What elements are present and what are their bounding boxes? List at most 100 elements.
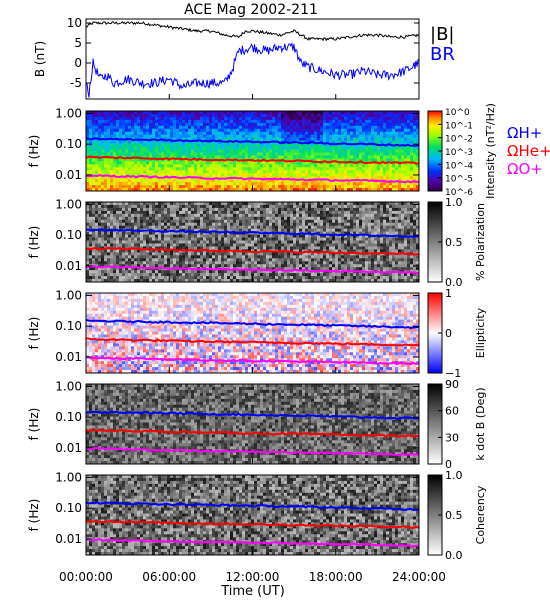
heatmap-cell bbox=[290, 255, 294, 259]
heatmap-cell bbox=[110, 164, 114, 168]
heatmap-cell bbox=[287, 225, 291, 229]
heatmap-cell bbox=[266, 264, 270, 268]
heatmap-cell bbox=[230, 243, 234, 247]
heatmap-cell bbox=[107, 125, 111, 130]
heatmap-cell bbox=[137, 149, 141, 153]
heatmap-cell bbox=[203, 258, 207, 262]
heatmap-cell bbox=[245, 152, 249, 156]
heatmap-cell bbox=[236, 128, 240, 133]
heatmap-cell bbox=[344, 173, 348, 177]
heatmap-cell bbox=[146, 273, 150, 277]
heatmap-cell bbox=[275, 182, 279, 186]
heatmap-cell bbox=[242, 146, 246, 150]
heatmap-cell bbox=[296, 176, 300, 180]
heatmap-cell bbox=[416, 122, 420, 127]
heatmap-cell bbox=[275, 122, 279, 127]
heatmap-cell bbox=[299, 243, 303, 247]
heatmap-cell bbox=[158, 261, 162, 265]
heatmap-cell bbox=[308, 167, 312, 171]
heatmap-cell bbox=[185, 122, 189, 127]
heatmap-cell bbox=[89, 170, 93, 174]
heatmap-cell bbox=[251, 261, 255, 265]
heatmap-cell bbox=[104, 161, 108, 165]
heatmap-cell bbox=[242, 137, 246, 141]
heatmap-cell bbox=[278, 170, 282, 174]
heatmap-cell bbox=[254, 213, 258, 218]
heatmap-cell bbox=[188, 219, 192, 224]
heatmap-cell bbox=[146, 219, 150, 224]
heatmap-cell bbox=[161, 225, 165, 229]
heatmap-cell bbox=[272, 267, 276, 271]
heatmap-cell bbox=[260, 252, 264, 256]
heatmap-cell bbox=[116, 188, 120, 192]
heatmap-cell bbox=[311, 167, 315, 171]
heatmap-cell bbox=[197, 122, 201, 127]
heatmap-cell bbox=[128, 128, 132, 133]
heatmap-cell bbox=[260, 137, 264, 141]
heatmap-cell bbox=[110, 134, 114, 138]
heatmap-cell bbox=[119, 128, 123, 133]
heatmap-cell bbox=[149, 222, 153, 226]
heatmap-cell bbox=[398, 146, 402, 150]
heatmap-cell bbox=[140, 134, 144, 138]
heatmap-cell bbox=[125, 122, 129, 127]
heatmap-cell bbox=[383, 125, 387, 130]
heatmap-cell bbox=[257, 149, 261, 153]
heatmap-cell bbox=[98, 152, 102, 156]
heatmap-cell bbox=[242, 273, 246, 277]
heatmap-cell bbox=[191, 222, 195, 226]
heatmap-cell bbox=[86, 152, 90, 156]
heatmap-cell bbox=[350, 149, 354, 153]
heatmap-cell bbox=[230, 128, 234, 133]
heatmap-cell bbox=[230, 216, 234, 221]
heatmap-cell bbox=[359, 167, 363, 171]
heatmap-cell bbox=[281, 113, 285, 118]
heatmap-cell bbox=[359, 158, 363, 162]
heatmap-cell bbox=[146, 179, 150, 183]
heatmap-cell bbox=[245, 119, 249, 124]
heatmap-cell bbox=[86, 258, 90, 262]
heatmap-cell bbox=[251, 267, 255, 271]
heatmap-cell bbox=[167, 113, 171, 118]
heatmap-cell bbox=[134, 273, 138, 277]
heatmap-cell bbox=[101, 131, 105, 135]
heatmap-cell bbox=[203, 234, 207, 238]
heatmap-cell bbox=[365, 122, 369, 127]
heatmap-cell bbox=[131, 167, 135, 171]
heatmap-cell bbox=[167, 237, 171, 241]
heatmap-cell bbox=[296, 134, 300, 138]
heatmap-cell bbox=[413, 176, 417, 180]
heatmap-cell bbox=[194, 276, 198, 280]
heatmap-cell bbox=[185, 152, 189, 156]
heatmap-cell bbox=[128, 125, 132, 130]
heatmap-cell bbox=[314, 152, 318, 156]
heatmap-cell bbox=[110, 185, 114, 189]
heatmap-cell bbox=[377, 176, 381, 180]
heatmap-cell bbox=[389, 125, 393, 130]
heatmap-cell bbox=[173, 202, 177, 206]
heatmap-cell bbox=[233, 270, 237, 274]
heatmap-cell bbox=[194, 179, 198, 183]
heatmap-cell bbox=[92, 276, 96, 280]
heatmap-cell bbox=[191, 240, 195, 244]
heatmap-cell bbox=[299, 249, 303, 253]
heatmap-cell bbox=[116, 234, 120, 238]
heatmap-cell bbox=[371, 119, 375, 124]
heatmap-cell bbox=[215, 149, 219, 153]
heatmap-cell bbox=[164, 125, 168, 130]
heatmap-cell bbox=[107, 234, 111, 238]
heatmap-cell bbox=[338, 158, 342, 162]
heatmap-cell bbox=[92, 164, 96, 168]
heatmap-cell bbox=[215, 258, 219, 262]
heatmap-cell bbox=[347, 143, 351, 147]
heatmap-cell bbox=[287, 213, 291, 218]
heatmap-cell bbox=[221, 161, 225, 165]
heatmap-cell bbox=[284, 202, 288, 206]
heatmap-cell bbox=[125, 276, 129, 280]
heatmap-cell bbox=[206, 152, 210, 156]
heatmap-cell bbox=[293, 279, 297, 283]
heatmap-cell bbox=[251, 179, 255, 183]
heatmap-cell bbox=[311, 122, 315, 127]
heatmap-cell bbox=[188, 273, 192, 277]
heatmap-cell bbox=[281, 143, 285, 147]
